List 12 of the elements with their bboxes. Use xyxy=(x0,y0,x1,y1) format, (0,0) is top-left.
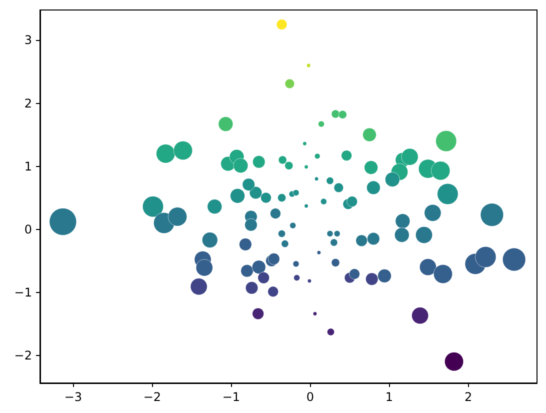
y-tick-label: 3 xyxy=(24,33,32,48)
y-tick-label: 1 xyxy=(24,159,32,174)
x-tick-label: −3 xyxy=(64,390,82,404)
y-tick-label: −1 xyxy=(14,285,32,300)
y-tick-label: 2 xyxy=(24,96,32,110)
x-tick-label: 0 xyxy=(306,390,314,404)
x-tick-label: 2 xyxy=(464,390,472,404)
y-tick-label: 0 xyxy=(24,222,32,236)
x-tick-label: −2 xyxy=(143,390,162,404)
x-tick-label: 1 xyxy=(385,390,394,404)
x-tick-label: −1 xyxy=(222,390,240,404)
y-tick-label: −2 xyxy=(14,348,32,362)
